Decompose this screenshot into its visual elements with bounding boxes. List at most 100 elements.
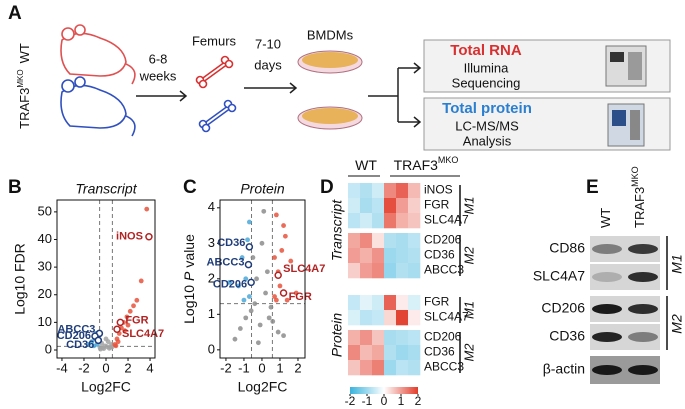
point xyxy=(254,276,259,282)
point xyxy=(237,326,243,331)
heatmap-cell xyxy=(408,310,421,326)
row-label: CD36 xyxy=(424,248,455,262)
point xyxy=(89,339,95,345)
lane-header: WT xyxy=(598,208,613,228)
y-axis-label-part: Log10 xyxy=(181,285,197,324)
highlight-point xyxy=(113,325,121,334)
y-axis-label: Log10 FDR xyxy=(12,243,28,315)
group-label: M1 xyxy=(669,254,685,273)
band xyxy=(628,332,658,342)
heatmap-cell xyxy=(348,198,361,214)
heatmap-cell xyxy=(384,248,397,264)
point xyxy=(250,255,256,260)
heatmap-cell xyxy=(384,183,397,199)
point xyxy=(131,303,136,309)
heatmap-cell xyxy=(360,233,373,249)
point xyxy=(270,319,276,324)
point xyxy=(279,248,285,253)
heatmap-cell xyxy=(384,310,397,326)
heatmap-cell xyxy=(396,295,409,311)
age-unit: weeks xyxy=(139,68,177,83)
row-label: FGR xyxy=(424,198,450,212)
panel-letter: E xyxy=(586,177,599,198)
protein-title: Total protein xyxy=(442,100,532,117)
point xyxy=(125,322,131,328)
heatmap-cell xyxy=(384,233,397,249)
lane-sup: MKO xyxy=(630,166,640,187)
lane-label: TRAF3 xyxy=(632,187,647,228)
heatmap-cell xyxy=(384,345,397,361)
y-tick-label: 30 xyxy=(38,259,52,274)
point xyxy=(273,297,279,303)
colorbar xyxy=(350,387,418,394)
point xyxy=(257,322,263,328)
heatmap-cell xyxy=(360,295,373,311)
heatmap-cell xyxy=(360,213,373,229)
point xyxy=(246,294,252,299)
column-sup: MKO xyxy=(438,155,459,165)
point xyxy=(246,219,252,225)
heatmap-cell xyxy=(384,330,397,346)
highlight-point xyxy=(94,336,103,345)
heatmap-cell xyxy=(396,248,409,264)
point xyxy=(261,208,267,214)
y-tick-label: 0 xyxy=(45,341,52,356)
x-axis-label: Log2FC xyxy=(238,379,288,395)
blot-row-label: CD206 xyxy=(541,300,585,316)
heatmap-cell xyxy=(372,213,385,229)
y-tick-label: 1 xyxy=(208,306,215,321)
row-label: CD206 xyxy=(424,330,462,344)
band xyxy=(592,272,622,282)
point xyxy=(103,336,109,342)
y-axis-label: Log10 Pvalue xyxy=(181,234,197,324)
band xyxy=(592,304,622,314)
lane-header: TRAF3MKO xyxy=(630,166,647,228)
band xyxy=(592,332,622,342)
row-label: CD206 xyxy=(424,233,462,247)
x-tick-label: 2 xyxy=(124,360,131,375)
tissue-label: Femurs xyxy=(192,33,237,48)
point xyxy=(138,278,144,284)
highlight-label: CD206 xyxy=(213,278,247,290)
point xyxy=(281,333,286,339)
point xyxy=(264,269,270,275)
genotype-label: TRAF3MKO WT xyxy=(16,43,32,129)
group-label: M1 xyxy=(461,196,476,214)
y-tick-label: 50 xyxy=(38,203,52,218)
wt-mouse xyxy=(60,24,136,85)
x-tick-label: 0 xyxy=(258,360,265,375)
highlight-label: CD36 xyxy=(66,339,94,351)
heatmap-cell xyxy=(396,213,409,229)
band xyxy=(628,304,658,314)
column-label: TRAF3 xyxy=(394,157,439,173)
chart-title: Protein xyxy=(240,181,285,197)
heatmap-cell xyxy=(348,213,361,229)
group-label: M2 xyxy=(461,246,476,265)
point xyxy=(259,240,265,246)
point xyxy=(85,342,91,347)
point xyxy=(97,345,103,350)
culture-unit: days xyxy=(254,57,282,72)
point xyxy=(277,283,283,289)
block-label: Transcript xyxy=(329,199,345,261)
heatmap-cell xyxy=(396,198,409,214)
heatmap-cell xyxy=(348,345,361,361)
heatmap-cell xyxy=(396,360,409,376)
highlight-label: CD206 xyxy=(57,330,91,342)
heatmap-cell xyxy=(372,248,385,264)
highlight-point xyxy=(245,243,254,251)
block-label: Protein xyxy=(329,313,345,358)
point xyxy=(243,315,249,321)
heatmap-cell xyxy=(408,330,421,346)
ko-sup: MKO xyxy=(16,69,25,87)
row-label: ABCC3 xyxy=(424,263,464,277)
heatmap-cell xyxy=(408,345,421,361)
point xyxy=(227,279,232,285)
heatmap-cell xyxy=(408,248,421,264)
heatmap-cell xyxy=(396,310,409,326)
heatmap-cell xyxy=(408,213,421,229)
x-tick-label: -1 xyxy=(238,360,250,375)
dishes xyxy=(297,50,363,130)
point xyxy=(282,233,288,239)
